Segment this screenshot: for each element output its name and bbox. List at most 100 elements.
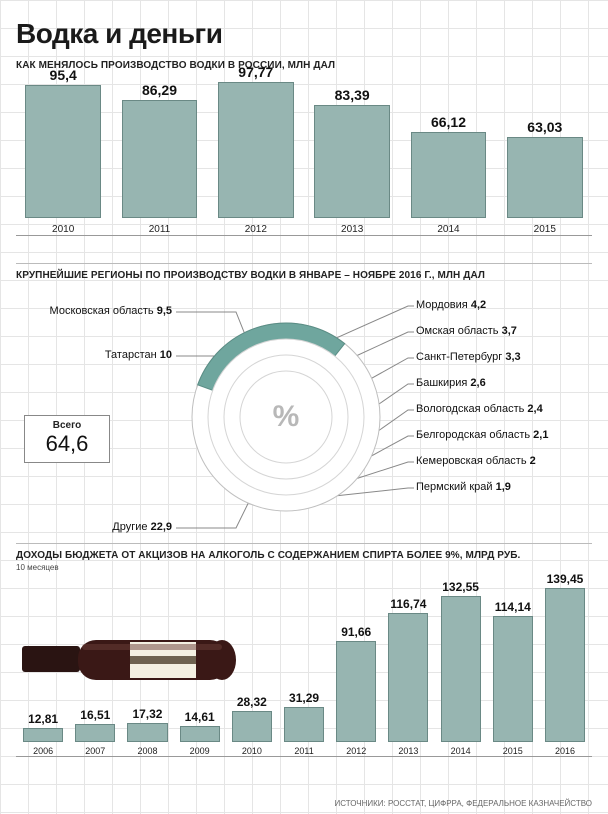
bar-col: 31,29 2011 [279,691,329,756]
pie-callout-right: Мордовия 4,2 [416,299,486,311]
bar-x-label: 2011 [294,746,313,756]
region-value: 2,1 [533,429,548,441]
bar-x-label: 2006 [33,746,53,756]
bar-x-label: 2010 [52,224,74,235]
bar [545,588,585,742]
percent-icon: % [273,400,300,434]
bar-x-label: 2013 [398,746,418,756]
bar-col: 83,39 2013 [307,87,397,235]
bar-col: 139,452016 [540,572,590,756]
region-name: Санкт-Петербург [416,351,502,363]
bar-value-label: 31,29 [289,691,319,705]
bar-value-label: 116,74 [390,597,426,611]
bar-value-label: 86,29 [142,82,177,98]
region-name: Белгородская область [416,429,530,441]
pie-callout-left: Московская область 9,5 [50,305,172,317]
region-name: Пермский край [416,481,493,493]
bar-x-label: 2011 [149,224,171,235]
region-value: 22,9 [151,521,172,533]
region-value: 2,4 [527,403,542,415]
region-name: Омская область [416,325,499,337]
region-name: Татарстан [105,349,157,361]
region-name: Московская область [50,305,154,317]
region-value: 9,5 [157,305,172,317]
bar [23,728,63,742]
bar-x-label: 2007 [85,746,105,756]
bar [441,596,481,742]
bar-x-label: 2009 [190,746,210,756]
region-value: 1,9 [496,481,511,493]
bar-col: 16,512007 [70,708,120,756]
region-value: 10 [160,349,172,361]
bar-col: 66,12 2014 [403,114,493,235]
pie-callout-right: Кемеровская область 2 [416,455,536,467]
bar [180,726,220,742]
bar-value-label: 97,77 [238,64,273,80]
total-label: Всего [25,420,109,431]
total-box: Всего 64,6 [24,415,110,463]
bar-value-label: 132,55 [442,580,479,594]
bar-value-label: 114,14 [495,600,531,614]
pie-callout-right: Башкирия 2,6 [416,377,486,389]
bar-value-label: 63,03 [527,119,562,135]
bar-col: 91,662012 [331,625,381,756]
region-value: 3,3 [505,351,520,363]
sources-text: ИСТОЧНИКИ: РОССТАТ, ЦИФРРА, ФЕДЕРАЛЬНОЕ … [334,795,608,808]
pie-callout-left: Другие 22,9 [112,521,172,533]
pie-callout-right: Вологодская область 2,4 [416,403,543,415]
bar [336,641,376,742]
bar [493,616,533,742]
chart2-note: 10 месяцев [16,563,592,572]
bar [232,711,272,742]
region-name: Башкирия [416,377,467,389]
bar-x-label: 2010 [242,746,262,756]
pie-callout-right: Белгородская область 2,1 [416,429,548,441]
bar-col: 17,322008 [122,707,172,756]
pie-callout-right: Омская область 3,7 [416,325,517,337]
bar [507,137,583,218]
regions-pie-chart: % Всего 64,6 Московская область 9,5 Татар… [16,285,592,543]
bar-value-label: 83,39 [335,87,370,103]
production-bar-chart: 95,4201086,29201197,77201283,39201366,12… [16,75,592,263]
bar [75,724,115,742]
total-value: 64,6 [25,431,109,457]
bar-col: 86,29 2011 [114,82,204,235]
bar-x-label: 2014 [437,224,459,235]
bar [411,132,487,218]
page-title: Водка и деньги [16,18,592,50]
bar [284,707,324,742]
bar [127,723,167,742]
bar-x-label: 2008 [137,746,157,756]
bar-col: 114,142015 [488,600,538,756]
wine-bottle-icon [22,612,242,712]
region-name: Другие [112,521,147,533]
bar [314,105,390,218]
bar [388,613,428,742]
bar-x-label: 2014 [451,746,471,756]
bar-x-label: 2015 [534,224,556,235]
region-name: Вологодская область [416,403,524,415]
region-name: Кемеровская область [416,455,527,467]
pie-callout-right: Пермский край 1,9 [416,481,511,493]
bar-value-label: 66,12 [431,114,466,130]
bar-x-label: 2016 [555,746,575,756]
bar [218,82,294,218]
region-value: 3,7 [502,325,517,337]
bar-value-label: 95,4 [50,67,77,83]
bar [122,100,198,218]
pie-subtitle: КРУПНЕЙШИЕ РЕГИОНЫ ПО ПРОИЗВОДСТВУ ВОДКИ… [16,270,592,281]
bar-col: 116,74 2013 [383,597,433,756]
region-value: 2,6 [470,377,485,389]
pie-callout-right: Санкт-Петербург 3,3 [416,351,521,363]
bar [25,85,101,218]
bar-col: 63,03 2015 [500,119,590,235]
bar-col: 132,55 2014 [436,580,486,756]
bar-value-label: 91,66 [341,625,371,639]
bar-x-label: 2012 [245,224,267,235]
bar-col: 12,81 2006 [18,712,68,756]
bar-x-label: 2013 [341,224,363,235]
excise-bar-chart: 12,81200616,51200717,32200814,61200928,3… [16,576,592,796]
region-value: 4,2 [471,299,486,311]
bar-value-label: 12,81 [28,712,58,726]
chart2-subtitle: ДОХОДЫ БЮДЖЕТА ОТ АКЦИЗОВ НА АЛКОГОЛЬ С … [16,550,592,561]
